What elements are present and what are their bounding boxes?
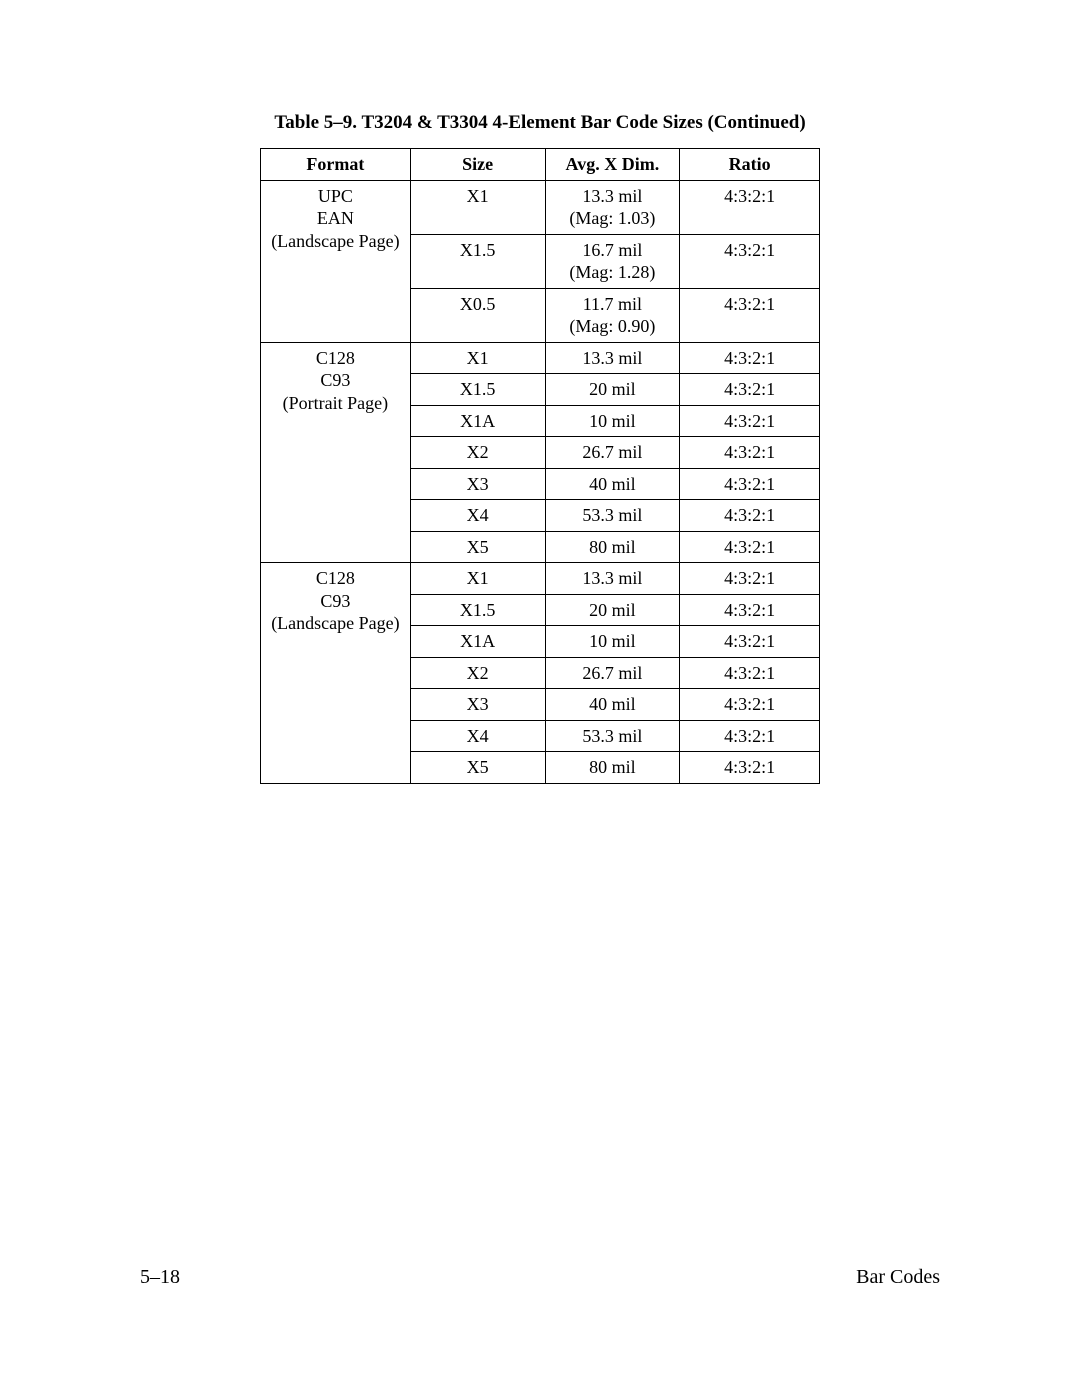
xdim-cell: 40 mil — [545, 689, 680, 721]
table-row: C128C93(Portrait Page)X113.3 mil4:3:2:1 — [261, 342, 820, 374]
xdim-line: 10 mil — [552, 410, 674, 433]
ratio-cell: 4:3:2:1 — [680, 531, 820, 563]
size-cell: X4 — [410, 720, 545, 752]
page-footer: 5–18 Bar Codes — [0, 1266, 1080, 1289]
format-line: UPC — [267, 185, 404, 208]
table-title: Table 5–9. T3204 & T3304 4-Element Bar C… — [140, 112, 940, 134]
ratio-cell: 4:3:2:1 — [680, 405, 820, 437]
xdim-cell: 40 mil — [545, 468, 680, 500]
ratio-cell: 4:3:2:1 — [680, 180, 820, 234]
size-cell: X1 — [410, 563, 545, 595]
xdim-cell: 13.3 mil — [545, 563, 680, 595]
ratio-cell: 4:3:2:1 — [680, 288, 820, 342]
xdim-line: 10 mil — [552, 630, 674, 653]
format-line: C93 — [267, 369, 404, 392]
ratio-cell: 4:3:2:1 — [680, 689, 820, 721]
size-cell: X4 — [410, 500, 545, 532]
header-xdim: Avg. X Dim. — [545, 149, 680, 181]
xdim-line: 80 mil — [552, 756, 674, 779]
ratio-cell: 4:3:2:1 — [680, 500, 820, 532]
format-cell: UPCEAN(Landscape Page) — [261, 180, 411, 342]
size-cell: X2 — [410, 657, 545, 689]
format-line: EAN — [267, 207, 404, 230]
xdim-cell: 20 mil — [545, 374, 680, 406]
size-cell: X1.5 — [410, 234, 545, 288]
xdim-line: 13.3 mil — [552, 567, 674, 590]
format-cell: C128C93(Portrait Page) — [261, 342, 411, 563]
format-line: (Landscape Page) — [267, 230, 404, 253]
xdim-cell: 11.7 mil(Mag: 0.90) — [545, 288, 680, 342]
ratio-cell: 4:3:2:1 — [680, 234, 820, 288]
size-cell: X1.5 — [410, 374, 545, 406]
size-cell: X1 — [410, 180, 545, 234]
xdim-line: (Mag: 0.90) — [552, 315, 674, 338]
ratio-cell: 4:3:2:1 — [680, 720, 820, 752]
xdim-line: 26.7 mil — [552, 662, 674, 685]
xdim-line: 53.3 mil — [552, 504, 674, 527]
ratio-cell: 4:3:2:1 — [680, 342, 820, 374]
table-row: UPCEAN(Landscape Page)X113.3 mil(Mag: 1.… — [261, 180, 820, 234]
barcode-table: Format Size Avg. X Dim. Ratio UPCEAN(Lan… — [260, 148, 820, 784]
page-number: 5–18 — [140, 1266, 180, 1289]
xdim-cell: 53.3 mil — [545, 720, 680, 752]
header-ratio: Ratio — [680, 149, 820, 181]
format-line: C128 — [267, 567, 404, 590]
xdim-line: 80 mil — [552, 536, 674, 559]
size-cell: X3 — [410, 689, 545, 721]
xdim-line: 40 mil — [552, 473, 674, 496]
table-header-row: Format Size Avg. X Dim. Ratio — [261, 149, 820, 181]
xdim-line: 13.3 mil — [552, 185, 674, 208]
ratio-cell: 4:3:2:1 — [680, 752, 820, 784]
xdim-line: (Mag: 1.28) — [552, 261, 674, 284]
table-row: C128C93(Landscape Page)X113.3 mil4:3:2:1 — [261, 563, 820, 595]
xdim-line: 11.7 mil — [552, 293, 674, 316]
xdim-cell: 13.3 mil — [545, 342, 680, 374]
size-cell: X2 — [410, 437, 545, 469]
xdim-line: 40 mil — [552, 693, 674, 716]
format-line: C93 — [267, 590, 404, 613]
ratio-cell: 4:3:2:1 — [680, 626, 820, 658]
xdim-line: 53.3 mil — [552, 725, 674, 748]
ratio-cell: 4:3:2:1 — [680, 563, 820, 595]
page-content: Table 5–9. T3204 & T3304 4-Element Bar C… — [0, 0, 1080, 784]
size-cell: X5 — [410, 531, 545, 563]
xdim-cell: 53.3 mil — [545, 500, 680, 532]
ratio-cell: 4:3:2:1 — [680, 468, 820, 500]
xdim-line: 20 mil — [552, 599, 674, 622]
xdim-line: 16.7 mil — [552, 239, 674, 262]
xdim-line: 13.3 mil — [552, 347, 674, 370]
size-cell: X1A — [410, 405, 545, 437]
xdim-cell: 80 mil — [545, 752, 680, 784]
xdim-cell: 10 mil — [545, 626, 680, 658]
xdim-cell: 26.7 mil — [545, 657, 680, 689]
xdim-cell: 20 mil — [545, 594, 680, 626]
ratio-cell: 4:3:2:1 — [680, 657, 820, 689]
ratio-cell: 4:3:2:1 — [680, 437, 820, 469]
ratio-cell: 4:3:2:1 — [680, 594, 820, 626]
size-cell: X5 — [410, 752, 545, 784]
format-cell: C128C93(Landscape Page) — [261, 563, 411, 784]
xdim-line: 26.7 mil — [552, 441, 674, 464]
xdim-cell: 80 mil — [545, 531, 680, 563]
header-size: Size — [410, 149, 545, 181]
format-line: (Portrait Page) — [267, 392, 404, 415]
footer-section: Bar Codes — [856, 1266, 940, 1289]
xdim-line: (Mag: 1.03) — [552, 207, 674, 230]
format-line: (Landscape Page) — [267, 612, 404, 635]
size-cell: X0.5 — [410, 288, 545, 342]
table-body: UPCEAN(Landscape Page)X113.3 mil(Mag: 1.… — [261, 180, 820, 783]
header-format: Format — [261, 149, 411, 181]
format-line: C128 — [267, 347, 404, 370]
size-cell: X1.5 — [410, 594, 545, 626]
xdim-cell: 10 mil — [545, 405, 680, 437]
size-cell: X1A — [410, 626, 545, 658]
ratio-cell: 4:3:2:1 — [680, 374, 820, 406]
size-cell: X1 — [410, 342, 545, 374]
xdim-line: 20 mil — [552, 378, 674, 401]
size-cell: X3 — [410, 468, 545, 500]
xdim-cell: 13.3 mil(Mag: 1.03) — [545, 180, 680, 234]
xdim-cell: 16.7 mil(Mag: 1.28) — [545, 234, 680, 288]
xdim-cell: 26.7 mil — [545, 437, 680, 469]
